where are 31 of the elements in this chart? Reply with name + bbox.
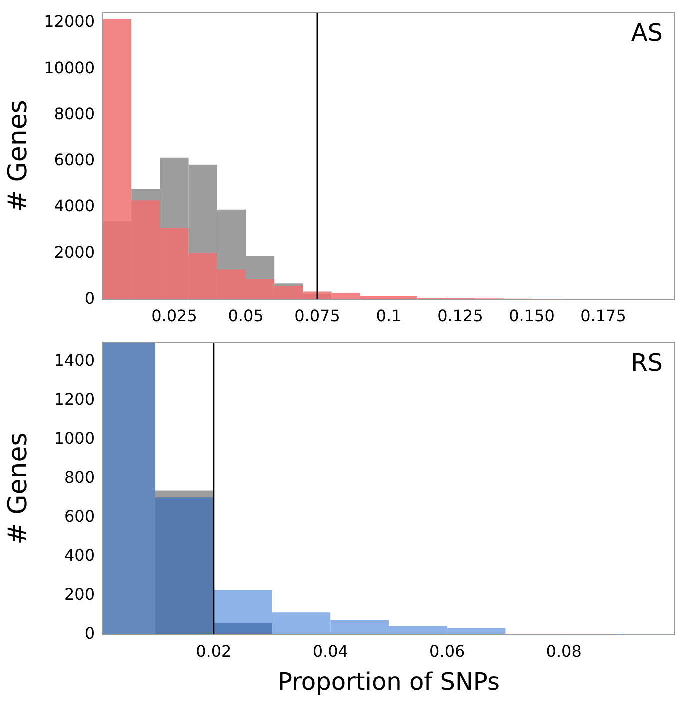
- y-tick-label: 1200: [54, 390, 95, 410]
- y-tick-label: 8000: [54, 104, 95, 124]
- x-tick-label: 0.1: [376, 306, 402, 326]
- y-tick-label: 10000: [44, 58, 95, 78]
- x-tick-label: 0.125: [438, 306, 484, 326]
- y-tick-label: 0: [84, 288, 95, 308]
- y-tick-label: 1400: [54, 351, 95, 370]
- y-tick-label: 800: [64, 468, 95, 488]
- x-tick-label: 0.02: [196, 642, 232, 661]
- y-tick-label: 4000: [54, 196, 95, 216]
- y-tick-label: 0: [84, 624, 95, 644]
- x-axis-title: Proportion of SNPs: [278, 668, 500, 696]
- y-axis-title: # Genes: [3, 432, 34, 545]
- x-tick-label: 0.150: [509, 306, 555, 326]
- y-tick-label: 2000: [54, 242, 95, 262]
- y-tick-label: 600: [64, 507, 95, 526]
- annotation: RS: [631, 348, 663, 377]
- y-tick-label: 6000: [54, 150, 95, 170]
- y-tick-label: 200: [64, 585, 95, 604]
- x-tick-label: 0.075: [294, 306, 340, 326]
- y-tick-label: 12000: [44, 12, 95, 32]
- x-tick-label: 0.175: [580, 306, 626, 326]
- x-tick-label: 0.08: [546, 642, 582, 661]
- x-tick-label: 0.06: [430, 642, 466, 661]
- y-tick-label: 400: [64, 546, 95, 566]
- y-tick-label: 1000: [54, 429, 95, 448]
- x-tick-label: 0.025: [152, 306, 198, 326]
- y-axis-title: # Genes: [3, 100, 34, 212]
- x-tick-label: 0.04: [312, 642, 348, 661]
- x-tick-label: 0.05: [228, 306, 264, 326]
- annotation: AS: [631, 18, 663, 47]
